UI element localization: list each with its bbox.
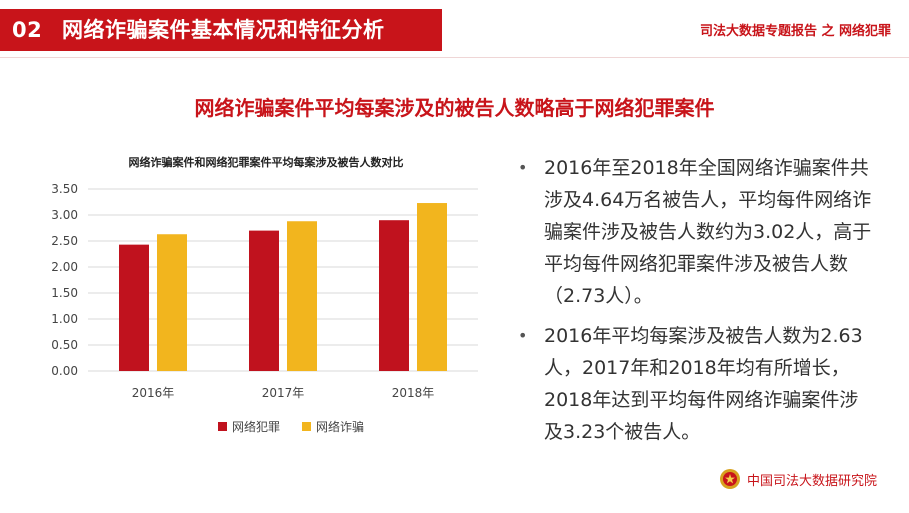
y-tick-label: 3.00	[51, 208, 78, 222]
header-divider	[0, 57, 909, 58]
section-title: 网络诈骗案件基本情况和特征分析	[62, 18, 385, 42]
bar-fraud	[417, 203, 447, 371]
x-tick-label: 2018年	[392, 386, 435, 400]
y-tick-label: 2.00	[51, 260, 78, 274]
legend-swatch	[302, 422, 311, 431]
institute-credit: 中国司法大数据研究院	[719, 468, 877, 490]
x-tick-label: 2017年	[262, 386, 305, 400]
x-tick-label: 2016年	[132, 386, 175, 400]
bullet-text: 2016年至2018年全国网络诈骗案件共涉及4.64万名被告人，平均每件网络诈骗…	[544, 157, 871, 307]
section-number: 02	[12, 18, 42, 42]
legend-label: 网络犯罪	[232, 419, 280, 434]
bullet-list: • 2016年至2018年全国网络诈骗案件共涉及4.64万名被告人，平均每件网络…	[516, 152, 876, 456]
y-tick-label: 0.00	[51, 364, 78, 378]
report-tag: 司法大数据专题报告 之 网络犯罪	[700, 20, 891, 39]
bar-cybercrime	[249, 231, 279, 371]
y-tick-label: 3.50	[51, 182, 78, 196]
y-tick-label: 1.00	[51, 312, 78, 326]
chart-title: 网络诈骗案件和网络犯罪案件平均每案涉及被告人数对比	[129, 155, 404, 169]
bar-fraud	[157, 234, 187, 371]
bar-chart: 网络诈骗案件和网络犯罪案件平均每案涉及被告人数对比 0.00 0.50 1.00 1.5…	[0, 140, 500, 450]
bar-cybercrime	[379, 220, 409, 371]
y-tick-label: 2.50	[51, 234, 78, 248]
page-title: 网络诈骗案件平均每案涉及的被告人数略高于网络犯罪案件	[0, 92, 909, 121]
bar-cybercrime	[119, 245, 149, 371]
bullet-marker: •	[518, 152, 527, 184]
y-tick-label: 1.50	[51, 286, 78, 300]
institute-name: 中国司法大数据研究院	[747, 470, 877, 489]
bar-fraud	[287, 221, 317, 371]
bullet-marker: •	[518, 320, 527, 352]
section-header: 02 网络诈骗案件基本情况和特征分析	[0, 9, 442, 51]
legend-swatch	[218, 422, 227, 431]
y-tick-label: 0.50	[51, 338, 78, 352]
bullet-text: 2016年平均每案涉及被告人数为2.63人，2017年和2018年均有所增长，2…	[544, 325, 863, 443]
court-emblem-icon	[719, 468, 741, 490]
bullet-item: • 2016年平均每案涉及被告人数为2.63人，2017年和2018年均有所增长…	[516, 320, 876, 448]
legend-label: 网络诈骗	[316, 419, 364, 434]
bullet-item: • 2016年至2018年全国网络诈骗案件共涉及4.64万名被告人，平均每件网络…	[516, 152, 876, 312]
